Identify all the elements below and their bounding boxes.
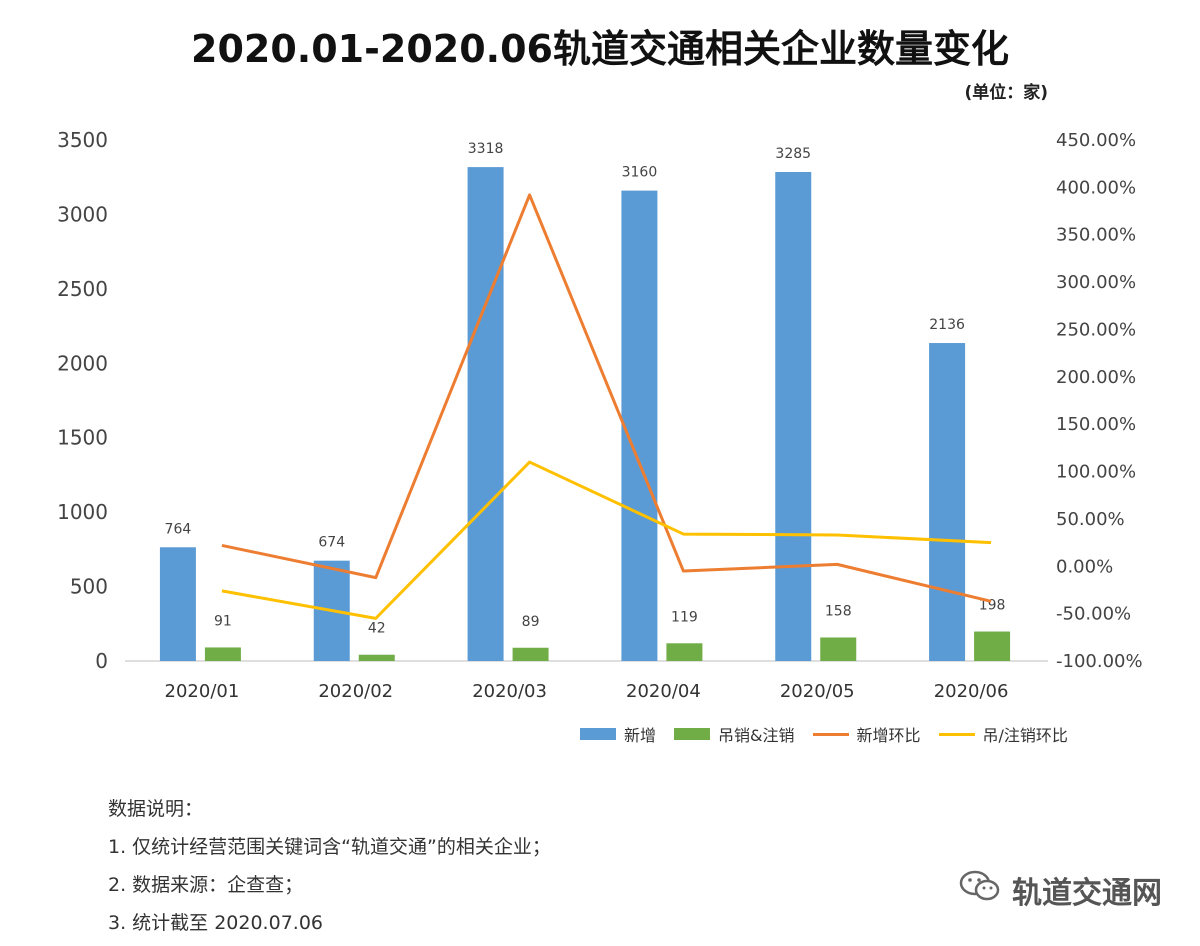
legend-item-new: 新增	[580, 722, 656, 746]
x-axis-tick-label: 2020/06	[934, 681, 1009, 702]
data-label-revoked: 198	[979, 598, 1006, 614]
right-axis-tick-label: 300.00%	[1056, 272, 1136, 293]
x-axis-tick-label: 2020/04	[626, 681, 701, 702]
left-axis-tick-label: 2000	[57, 351, 108, 375]
x-axis-tick-label: 2020/02	[318, 681, 393, 702]
notes-heading: 数据说明：	[108, 798, 204, 820]
data-label-new: 2136	[929, 317, 965, 333]
bar-revoked	[666, 643, 703, 661]
legend-label-revoked: 吊销&注销	[718, 726, 795, 745]
right-axis-tick-label: 400.00%	[1056, 177, 1136, 198]
left-axis-tick-label: 2500	[57, 277, 108, 301]
legend-item-new-mom: 新增环比	[812, 722, 921, 746]
bar-new	[929, 343, 966, 661]
wechat-icon	[958, 868, 1002, 912]
bar-new	[467, 167, 504, 662]
right-axis-tick-label: 50.00%	[1056, 509, 1125, 530]
right-axis-tick-label: 150.00%	[1056, 414, 1136, 435]
data-label-new: 3318	[468, 141, 504, 157]
data-label-new: 3160	[622, 165, 658, 181]
line-new-mom	[221, 193, 992, 603]
chart-title: 2020.01-2020.06轨道交通相关企业数量变化	[191, 27, 1009, 71]
bar-revoked	[974, 631, 1011, 661]
right-axis-tick-label: 350.00%	[1056, 225, 1136, 246]
bar-new	[775, 172, 812, 662]
right-axis-tick-label: -50.00%	[1056, 604, 1131, 625]
right-axis-tick-label: 250.00%	[1056, 319, 1136, 340]
unit-label: (单位：家)	[964, 83, 1048, 103]
bar-revoked	[358, 654, 395, 661]
bar-new	[621, 190, 658, 661]
legend-swatch-new	[580, 728, 616, 740]
right-axis-tick-label: -100.00%	[1056, 651, 1143, 672]
data-label-revoked: 91	[214, 613, 232, 629]
bar-revoked	[204, 647, 241, 661]
left-axis-tick-label: 3500	[57, 128, 108, 152]
data-label-revoked: 158	[825, 603, 852, 619]
data-label-revoked: 89	[522, 614, 540, 630]
line-revoked-mom	[221, 460, 992, 620]
right-axis-tick-label: 450.00%	[1056, 130, 1136, 151]
right-axis-tick-label: 200.00%	[1056, 367, 1136, 388]
notes-item: 3. 统计截至 2020.07.06	[108, 912, 323, 934]
legend-label-new-mom: 新增环比	[856, 726, 921, 745]
legend-label-revoked-mom: 吊/注销环比	[982, 726, 1068, 745]
watermark-text: 轨道交通网	[1012, 876, 1162, 911]
legend: 新增 吊销&注销 新增环比 吊/注销环比	[580, 722, 1086, 746]
x-axis-tick-label: 2020/05	[780, 681, 855, 702]
data-label-revoked: 42	[368, 621, 386, 637]
data-label-new: 764	[165, 521, 192, 537]
x-axis-tick-label: 2020/01	[165, 681, 240, 702]
bar-revoked	[820, 637, 857, 661]
right-axis-tick-label: 0.00%	[1056, 556, 1113, 577]
x-axis-tick-label: 2020/03	[472, 681, 547, 702]
legend-item-revoked-mom: 吊/注销环比	[938, 722, 1068, 746]
data-label-new: 674	[318, 535, 345, 551]
bar-new	[159, 547, 196, 661]
data-label-revoked: 119	[671, 609, 698, 625]
legend-swatch-revoked	[674, 728, 711, 740]
left-axis-tick-label: 0	[95, 649, 108, 673]
watermark: 轨道交通网	[958, 868, 1162, 912]
notes-item: 2. 数据来源：企查查；	[108, 874, 304, 896]
left-axis-tick-label: 1500	[57, 426, 108, 450]
legend-swatch-new-mom	[812, 732, 849, 736]
left-axis-tick-label: 3000	[57, 202, 108, 226]
combo-chart: 0 500 1000 1500 2000 2500 3000 3500 -100.00% -50.…	[57, 128, 1143, 702]
data-label-new: 3285	[775, 146, 811, 162]
notes-item: 1. 仅统计经营范围关键词含“轨道交通”的相关企业；	[108, 836, 551, 858]
legend-swatch-revoked-mom	[938, 732, 975, 736]
left-axis-tick-label: 1000	[57, 500, 108, 524]
bar-revoked	[512, 647, 549, 661]
right-axis-tick-label: 100.00%	[1056, 462, 1136, 483]
left-axis-tick-label: 500	[70, 575, 108, 599]
legend-item-revoked: 吊销&注销	[674, 722, 795, 746]
legend-label-new: 新增	[624, 726, 657, 745]
data-notes: 数据说明： 1. 仅统计经营范围关键词含“轨道交通”的相关企业； 2. 数据来源…	[108, 790, 551, 942]
